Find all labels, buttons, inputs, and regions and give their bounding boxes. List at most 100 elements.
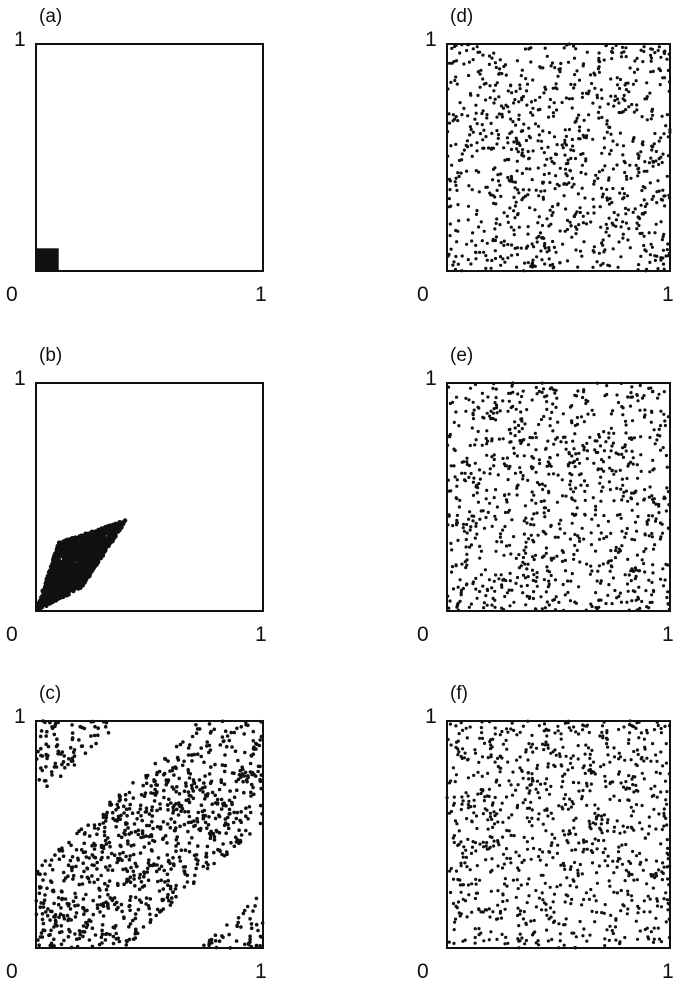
data-point [451, 524, 455, 528]
data-point [507, 399, 511, 403]
data-point [645, 81, 649, 85]
data-point [460, 113, 464, 117]
data-point [79, 744, 84, 748]
data-point [538, 461, 542, 466]
data-point [212, 850, 216, 855]
data-point [564, 447, 568, 451]
data-point [43, 584, 49, 590]
data-point [172, 820, 177, 824]
data-point [476, 500, 480, 504]
data-point [472, 476, 476, 480]
data-point [177, 803, 182, 808]
data-point [563, 772, 567, 776]
data-point [587, 897, 592, 901]
data-point [596, 176, 600, 180]
data-point [467, 475, 471, 479]
data-point [648, 470, 652, 474]
data-point [232, 810, 236, 815]
data-point [532, 245, 536, 249]
data-point [659, 750, 663, 754]
data-point [203, 793, 208, 797]
data-point [79, 848, 84, 852]
data-point [90, 565, 96, 570]
data-point [133, 895, 138, 900]
data-point [43, 893, 47, 897]
data-point [620, 405, 624, 409]
data-point [664, 920, 668, 924]
data-point [609, 549, 613, 553]
data-point [496, 179, 501, 183]
data-point [223, 821, 228, 825]
data-point [618, 549, 623, 553]
data-point [618, 77, 623, 82]
data-point [577, 113, 581, 117]
data-point [495, 937, 499, 942]
data-point [585, 449, 590, 453]
data-point [639, 203, 643, 207]
data-point [540, 236, 544, 240]
data-point [505, 214, 509, 218]
data-point [252, 792, 256, 797]
data-point [72, 763, 77, 767]
data-point [87, 856, 91, 860]
data-point [615, 76, 619, 80]
data-point [510, 253, 514, 257]
data-point [578, 125, 582, 129]
data-point [558, 939, 562, 943]
data-point [595, 579, 599, 583]
data-point [538, 231, 543, 235]
data-point [584, 91, 589, 95]
data-point [553, 391, 557, 395]
data-point [153, 779, 157, 784]
data-point [613, 94, 618, 98]
data-point [609, 132, 613, 136]
data-point [633, 520, 638, 524]
data-point [507, 110, 511, 114]
data-point [588, 789, 592, 793]
data-point [497, 112, 501, 116]
data-point [103, 881, 107, 886]
data-point [452, 928, 456, 932]
data-point [617, 594, 621, 599]
data-point [122, 882, 126, 886]
data-point [41, 878, 45, 882]
data-point [458, 101, 462, 105]
data-point [597, 605, 601, 609]
data-point [222, 739, 226, 743]
data-point [609, 426, 614, 430]
data-point [535, 511, 539, 515]
data-point [186, 768, 190, 772]
data-point [176, 841, 180, 846]
data-point [473, 117, 477, 121]
data-point [531, 106, 535, 110]
data-point [475, 596, 479, 600]
data-point [119, 902, 124, 907]
data-point [549, 222, 553, 226]
data-point [589, 531, 593, 535]
data-point [447, 197, 451, 201]
data-point [573, 432, 577, 436]
data-point [562, 46, 566, 50]
data-point [533, 98, 537, 102]
data-point [505, 456, 509, 460]
plot-frame [446, 43, 671, 272]
data-point [657, 812, 661, 816]
data-point [649, 420, 653, 424]
data-point [564, 494, 568, 498]
data-point [50, 867, 55, 872]
data-point [159, 878, 163, 883]
data-point [220, 735, 225, 739]
data-point [507, 588, 511, 592]
data-point [555, 396, 559, 400]
data-point [636, 152, 640, 156]
data-point [645, 202, 649, 206]
data-point [87, 880, 92, 884]
data-point [618, 591, 623, 595]
data-point [570, 512, 575, 516]
data-point [574, 512, 578, 517]
data-point [568, 483, 572, 487]
data-point [77, 936, 82, 941]
data-point [74, 937, 79, 941]
data-point [534, 435, 538, 440]
data-point [506, 760, 510, 764]
